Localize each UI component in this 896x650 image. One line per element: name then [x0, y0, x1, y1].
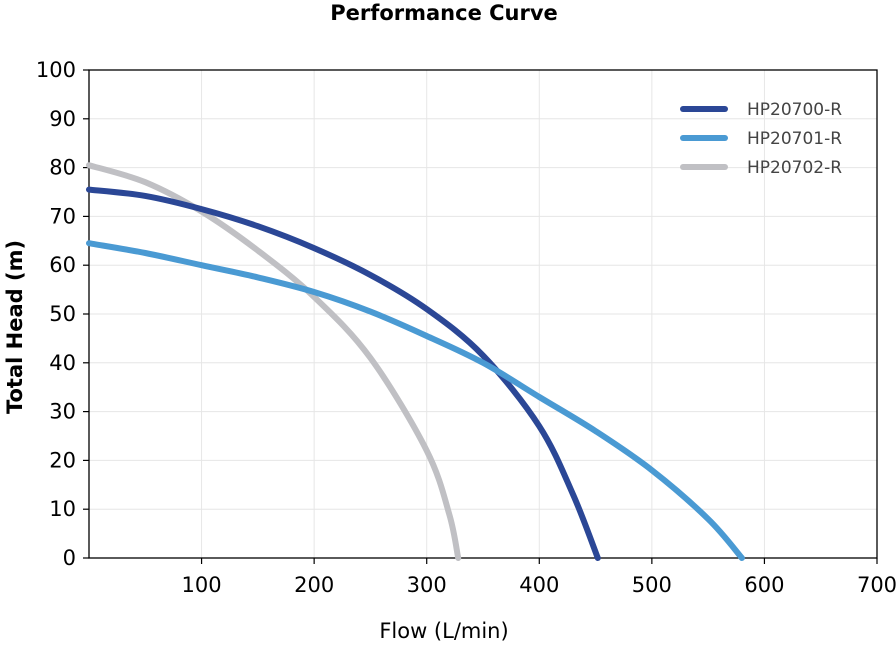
- series-lines: [86, 162, 745, 561]
- y-tick-label: 30: [49, 400, 76, 424]
- x-tick-label: 500: [632, 573, 672, 597]
- y-tick-label: 90: [49, 107, 76, 131]
- chart-title: Performance Curve: [330, 1, 558, 25]
- grid-lines: [89, 70, 877, 558]
- series-line-hp20700-r: [86, 186, 601, 561]
- x-tick-label: 700: [857, 573, 896, 597]
- legend-label: HP20700-R: [747, 100, 842, 120]
- y-tick-label: 20: [49, 448, 76, 472]
- y-tick-label: 10: [49, 497, 76, 521]
- y-tick-label: 80: [49, 156, 76, 180]
- y-tick-label: 40: [49, 351, 76, 375]
- series-line-hp20701-r: [86, 240, 745, 561]
- y-tick-label: 70: [49, 204, 76, 228]
- x-tick-label: 300: [407, 573, 447, 597]
- y-tick-label: 60: [49, 253, 76, 277]
- legend-label: HP20701-R: [747, 129, 842, 149]
- x-tick-label: 600: [744, 573, 784, 597]
- legend: HP20700-R HP20701-R HP20702-R: [680, 100, 842, 178]
- x-tick-label: 100: [182, 573, 222, 597]
- y-tick-label: 50: [49, 302, 76, 326]
- y-tick-label: 0: [63, 546, 76, 570]
- x-tick-label: 400: [519, 573, 559, 597]
- x-axis-label: Flow (L/min): [379, 619, 508, 643]
- series-line-hp20702-r: [86, 162, 462, 561]
- x-tick-label: 200: [294, 573, 334, 597]
- legend-label: HP20702-R: [747, 158, 842, 178]
- y-axis-label: Total Head (m): [3, 240, 27, 414]
- y-tick-label: 100: [36, 58, 76, 82]
- axis-ticks: 100 200 300 400 500 600 700 0 10 20 30 40 50 60 70 80 90…: [36, 58, 896, 597]
